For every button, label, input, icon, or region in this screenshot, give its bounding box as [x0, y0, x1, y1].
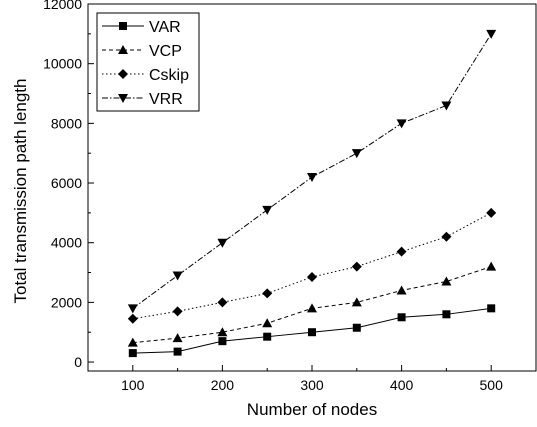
legend-label-var: VAR — [149, 19, 181, 36]
data-point-var — [487, 304, 496, 313]
legend-box — [96, 12, 200, 112]
data-point-vrr — [486, 29, 497, 39]
data-point-vcp — [486, 261, 497, 271]
data-point-var — [128, 349, 137, 358]
data-point-vrr — [217, 238, 228, 248]
y-axis-title: Total transmission path length — [11, 79, 30, 304]
data-point-vrr — [307, 173, 317, 183]
legend-label-cskip: Cskip — [149, 67, 189, 84]
data-point-vcp — [217, 327, 228, 337]
axis-ticks: 100 200 300 400 500 0 2000 4000 6000 8000 10000 120… — [43, 0, 537, 393]
data-point-vrr — [441, 101, 452, 111]
y-tick-label: 12000 — [43, 0, 82, 12]
series-vrr — [127, 29, 497, 314]
legend-item-vcp: VCP — [102, 43, 182, 60]
x-axis-title: Number of nodes — [247, 400, 377, 419]
data-point-var — [397, 313, 406, 322]
data-point-cskip — [172, 306, 183, 317]
series-cskip — [127, 207, 497, 324]
data-point-var — [218, 337, 227, 346]
y-tick-label: 10000 — [43, 56, 82, 72]
x-tick-label: 500 — [480, 377, 504, 393]
y-tick-label: 4000 — [51, 235, 82, 251]
data-point-cskip — [127, 313, 138, 324]
data-point-var — [442, 310, 451, 319]
data-point-var — [352, 323, 361, 332]
legend-item-var: VAR — [102, 19, 181, 36]
legend-marker-vrr — [118, 94, 128, 103]
y-tick-label: 0 — [74, 354, 82, 370]
data-point-cskip — [486, 207, 497, 218]
data-point-vcp — [262, 318, 273, 328]
data-point-var — [263, 332, 272, 341]
x-tick-label: 300 — [300, 377, 324, 393]
legend-marker-vcp — [118, 45, 128, 54]
series-var — [128, 304, 496, 358]
legend: VAR VCP Cskip VRR — [96, 12, 200, 112]
x-tick-label: 200 — [211, 377, 235, 393]
data-point-cskip — [262, 288, 273, 299]
series-group — [127, 29, 497, 358]
series-line-cskip — [132, 212, 492, 320]
data-point-cskip — [217, 297, 228, 308]
legend-marker-var — [119, 22, 127, 30]
x-tick-label: 100 — [121, 377, 145, 393]
data-point-var — [308, 328, 316, 337]
data-point-cskip — [441, 231, 452, 242]
y-tick-label: 2000 — [51, 294, 82, 310]
legend-item-vrr: VRR — [102, 91, 183, 108]
data-point-cskip — [396, 246, 407, 257]
legend-label-vrr: VRR — [149, 91, 183, 108]
data-point-vrr — [396, 119, 407, 129]
legend-item-cskip: Cskip — [102, 67, 189, 84]
data-point-vcp — [172, 333, 183, 343]
data-point-vcp — [307, 303, 317, 313]
data-point-vcp — [351, 297, 362, 307]
data-point-vcp — [127, 337, 138, 347]
y-tick-label: 6000 — [51, 175, 82, 191]
data-point-var — [173, 347, 182, 356]
legend-marker-cskip — [118, 69, 128, 79]
data-point-vcp — [441, 276, 452, 286]
data-point-vrr — [262, 205, 273, 215]
x-tick-label: 400 — [390, 377, 414, 393]
y-tick-label: 8000 — [51, 115, 82, 131]
legend-label-vcp: VCP — [149, 43, 182, 60]
data-point-vrr — [127, 304, 138, 314]
data-point-cskip — [351, 261, 362, 272]
data-point-cskip — [307, 272, 317, 283]
data-point-vrr — [172, 271, 183, 281]
data-point-vrr — [351, 149, 362, 159]
series-vcp — [127, 261, 497, 347]
data-point-vcp — [396, 285, 407, 295]
